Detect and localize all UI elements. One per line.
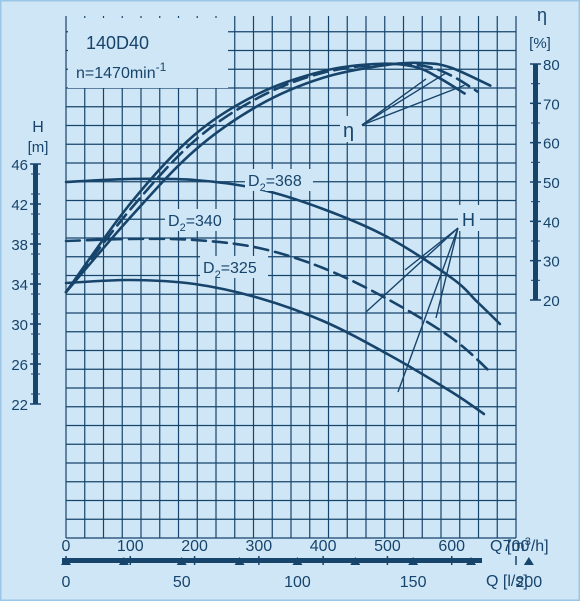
head-axis-tick-label: 26: [11, 357, 28, 374]
efficiency-axis-tick-label: 20: [543, 293, 560, 310]
flow-m3h-tick-label: 0: [62, 538, 71, 555]
head-leader-line: [404, 227, 459, 271]
flow-ls-tick-label: 0: [62, 574, 71, 591]
head-axis-tick-label: 22: [11, 397, 28, 414]
flow-ls-tick: [292, 557, 303, 565]
flow-ls-tick-label: 200: [516, 574, 543, 591]
efficiency-axis-tick-label: 40: [543, 214, 560, 231]
flow-ls-minor-tick: [118, 557, 129, 565]
head-axis-unit: [m]: [28, 139, 49, 156]
head-axis-tick-label: 38: [11, 237, 28, 254]
efficiency-curve-1: [64, 62, 479, 294]
flow-m3h-tick-label: 100: [117, 538, 144, 555]
curve-label: D2=340: [168, 213, 222, 234]
flow-m3h-tick-label: 400: [310, 538, 337, 555]
curve-label-bg: [165, 209, 233, 231]
head-curve-1: [64, 237, 492, 374]
curve-label-bg: [200, 256, 268, 278]
eta-leader-line: [361, 78, 427, 126]
head-annotation: H: [462, 210, 475, 230]
flow-axis-m3h-bar: [62, 558, 482, 563]
curve-label: D2=368: [248, 173, 302, 194]
flow-ls-minor-tick: [466, 557, 476, 565]
flow-ls-tick-label: 50: [173, 574, 191, 591]
flow-axis-m3h: 0 100 200 300 400 500 600 700 Q [m3/h]: [62, 536, 549, 565]
eta-annotation-bg: [340, 116, 362, 142]
flow-ls-minor-tick: [234, 557, 245, 565]
efficiency-axis-tick-label: 70: [543, 96, 560, 113]
flow-axis-m3h-label: Q [m3/h]: [490, 536, 549, 555]
head-axis-tick-label: 46: [11, 157, 28, 174]
flow-ls-tick-label: 150: [400, 574, 427, 591]
head-curve-0: [64, 177, 502, 326]
head-curve-2: [64, 278, 486, 416]
efficiency-axis-tick-label: 80: [543, 57, 560, 74]
curve-label-bg: [245, 169, 313, 191]
flow-axis-ls: 0 50 100 150 200 Q [l/s]: [61, 557, 542, 591]
head-axis-tick-label: 30: [11, 317, 28, 334]
head-leader-line: [397, 227, 459, 393]
title-box: [68, 18, 228, 88]
head-axis-symbol: H: [32, 119, 44, 136]
flow-ls-minor-tick: [350, 557, 361, 565]
efficiency-axis-unit: [%]: [529, 35, 551, 52]
flow-m3h-tick-label: 500: [374, 538, 401, 555]
flow-m3h-tick-label: 300: [246, 538, 273, 555]
efficiency-axis-tick-label: 30: [543, 254, 560, 271]
flow-ls-tick-label: 100: [284, 574, 311, 591]
flow-axis-ls-label: Q [l/s]: [486, 573, 528, 590]
speed-exponent: -1: [156, 60, 167, 74]
eta-annotation: η: [343, 120, 354, 142]
chart-title: 140D40: [86, 33, 149, 53]
flow-m3h-tick-label: 700: [503, 538, 530, 555]
chart-subtitle: n=1470min-1: [76, 60, 167, 82]
head-axis: H [m] 22 26 30 34 38 42 46: [11, 119, 48, 414]
flow-ls-tick: [523, 557, 534, 565]
curve-label: D2=325: [203, 260, 257, 281]
head-leader-line: [365, 227, 459, 313]
head-annotation-bg: [458, 205, 480, 231]
head-axis-tick-label: 42: [11, 197, 28, 214]
flow-ls-tick: [408, 557, 419, 565]
efficiency-axis-tick-label: 60: [543, 136, 560, 153]
eta-leader-line: [361, 84, 465, 126]
flow-ls-tick: [61, 557, 71, 565]
head-axis-tick-label: 34: [11, 277, 28, 294]
flow-m3h-tick-label: 200: [181, 538, 208, 555]
efficiency-curve-2: [64, 62, 466, 294]
efficiency-axis: η [%] 20 30 40 50 60 70 80: [529, 5, 560, 310]
efficiency-axis-tick-label: 50: [543, 175, 560, 192]
efficiency-curve-0: [64, 61, 492, 294]
curves: [64, 61, 502, 416]
efficiency-axis-symbol: η: [537, 5, 547, 25]
head-leader-line: [435, 227, 459, 319]
speed-text: n=1470min: [76, 65, 156, 82]
flow-m3h-tick-label: 600: [438, 538, 465, 555]
flow-ls-tick: [176, 557, 187, 565]
eta-leader-line: [361, 72, 446, 126]
